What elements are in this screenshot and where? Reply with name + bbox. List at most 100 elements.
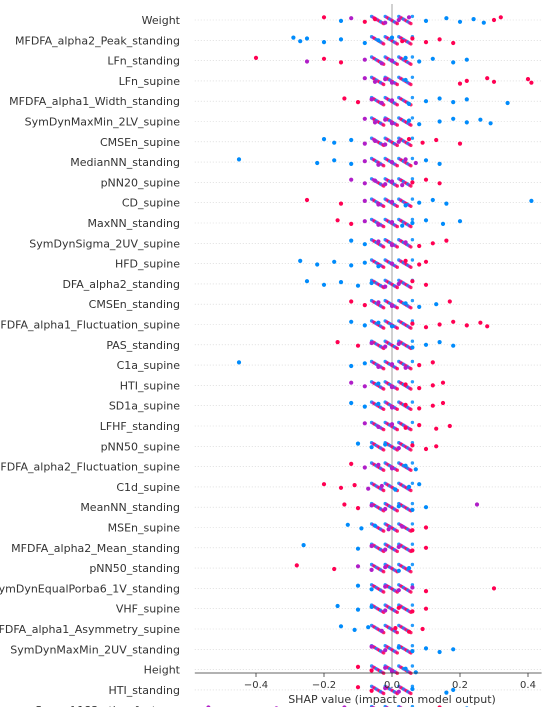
- data-point: [338, 624, 344, 629]
- data-point: [423, 446, 429, 452]
- data-point: [413, 467, 418, 472]
- data-point: [369, 97, 374, 102]
- data-point: [381, 123, 386, 127]
- data-point: [332, 158, 337, 163]
- data-point: [440, 380, 446, 385]
- data-point: [457, 141, 463, 146]
- data-point: [410, 649, 415, 654]
- feature-label: Sum of 183 other features: [35, 704, 180, 707]
- data-point: [389, 98, 395, 103]
- data-point: [355, 441, 361, 446]
- data-point: [362, 19, 367, 24]
- data-point: [383, 442, 388, 447]
- data-point: [417, 262, 422, 267]
- x-tick-label: 0.0: [384, 680, 400, 691]
- data-point: [383, 344, 388, 349]
- data-point: [389, 669, 395, 674]
- data-point: [383, 608, 388, 613]
- data-point: [423, 259, 429, 264]
- feature-label: VHF_supine: [116, 603, 180, 616]
- feature-label: SD1a_supine: [109, 400, 180, 413]
- data-point: [409, 468, 413, 472]
- data-point: [362, 260, 367, 265]
- data-point: [395, 630, 399, 635]
- data-point: [410, 345, 415, 350]
- data-point: [389, 58, 395, 63]
- data-point: [349, 363, 354, 369]
- data-point: [369, 503, 374, 508]
- data-point: [389, 179, 395, 184]
- data-point: [410, 664, 415, 668]
- data-point: [478, 117, 483, 122]
- data-point: [381, 529, 386, 533]
- data-point: [457, 81, 463, 86]
- feature-label: MFDFA_alpha2_Peak_standing: [15, 34, 180, 47]
- data-point: [372, 523, 378, 528]
- data-point: [381, 82, 386, 87]
- x-axis-title: SHAP value (impact on model output): [288, 693, 496, 706]
- data-point: [403, 463, 408, 468]
- data-point: [430, 383, 435, 388]
- data-point: [383, 648, 388, 653]
- data-point: [376, 300, 381, 305]
- feature-label: MFDFA_alpha1_Asymmetry_supine: [0, 623, 180, 636]
- data-point: [457, 219, 463, 224]
- data-point: [381, 387, 386, 391]
- data-point: [410, 420, 415, 425]
- data-point: [389, 160, 395, 165]
- data-point: [395, 468, 399, 472]
- data-point: [396, 645, 401, 650]
- data-point: [437, 649, 442, 655]
- data-point: [423, 218, 429, 223]
- data-point: [403, 157, 408, 162]
- data-point: [396, 689, 401, 694]
- data-point: [410, 14, 415, 19]
- data-point: [464, 120, 469, 125]
- x-tick-label: 0.2: [452, 680, 468, 691]
- data-point: [362, 198, 367, 203]
- feature-label: pNN20_supine: [101, 176, 181, 189]
- data-point: [409, 82, 413, 87]
- data-point: [430, 56, 435, 61]
- data-point: [372, 178, 378, 183]
- data-point: [413, 160, 418, 166]
- data-point: [362, 219, 367, 224]
- data-point: [369, 644, 374, 649]
- data-point: [389, 220, 395, 225]
- data-point: [403, 382, 408, 387]
- data-point: [395, 306, 399, 310]
- feature-labels: Weight MFDFA_alpha2_Peak_standing LFn_stan…: [0, 14, 181, 707]
- data-point: [369, 604, 374, 610]
- data-point: [409, 245, 413, 249]
- data-point: [376, 401, 381, 406]
- data-point: [410, 443, 415, 448]
- data-point: [349, 319, 354, 324]
- data-point: [352, 483, 357, 488]
- data-point: [369, 587, 374, 592]
- feature-label: PAS_standing: [106, 339, 180, 352]
- data-point: [389, 80, 395, 85]
- data-point: [383, 142, 388, 147]
- data-point: [355, 100, 361, 105]
- data-point: [338, 280, 344, 285]
- data-point: [291, 35, 296, 40]
- data-point: [386, 527, 391, 532]
- data-point: [376, 239, 381, 244]
- data-point: [457, 19, 463, 24]
- data-point: [451, 343, 456, 348]
- data-point: [349, 16, 354, 21]
- data-point: [395, 103, 399, 107]
- data-point: [349, 400, 354, 406]
- x-tick-label: 0.4: [520, 680, 536, 691]
- data-point: [383, 665, 388, 670]
- data-point: [437, 37, 442, 42]
- data-point: [440, 221, 446, 226]
- data-point: [491, 17, 497, 23]
- feature-label: LFHF_standing: [100, 420, 180, 433]
- data-point: [410, 522, 415, 526]
- data-point: [395, 427, 399, 432]
- data-point: [417, 243, 422, 249]
- data-point: [349, 137, 354, 143]
- data-point: [381, 691, 386, 696]
- data-point: [372, 17, 378, 22]
